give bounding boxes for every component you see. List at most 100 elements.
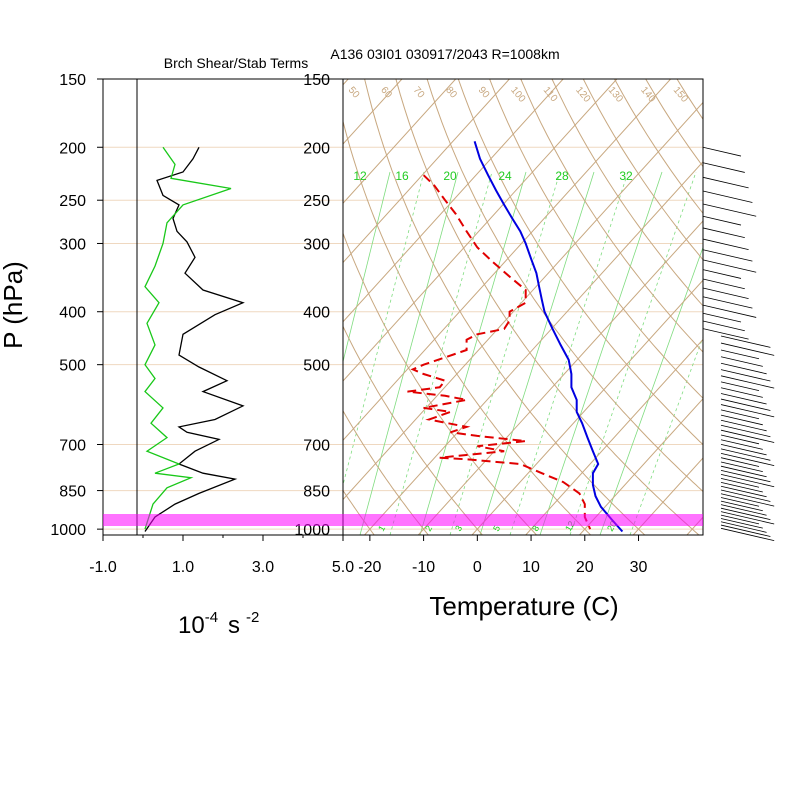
wind-barb — [720, 478, 760, 488]
mixing-ratio-line — [419, 171, 527, 535]
skew-x-tick-label: 30 — [630, 559, 648, 576]
mixing-ratio-label: 20 — [443, 169, 457, 183]
mixing-ratio-low-label: 2 — [423, 524, 434, 533]
skew-x-tick-label: 10 — [522, 559, 540, 576]
isotherm-line — [343, 79, 671, 442]
wind-barb — [702, 249, 753, 262]
skew-x-tick-label: 0 — [473, 559, 482, 576]
wind-barb — [720, 489, 771, 502]
wind-barb — [702, 320, 745, 332]
skew-y-tick-label: 250 — [303, 193, 330, 210]
temperature-profile — [473, 141, 624, 533]
dry-adiabat-label: 90 — [476, 85, 492, 101]
mixing-ratio-low-label: 3 — [453, 524, 464, 533]
xlabel-exponent: -4 — [205, 609, 218, 626]
wind-barb — [720, 362, 767, 375]
isotherm-line — [343, 79, 510, 264]
xlabel-unit-exponent: -2 — [246, 609, 259, 626]
wind-barb — [720, 349, 760, 360]
dry-adiabat-label: 140 — [638, 85, 657, 105]
isotherm-line — [632, 457, 703, 535]
dry-adiabat-line — [520, 79, 703, 353]
stability-term-line — [144, 146, 232, 530]
dry-adiabat-line — [790, 63, 800, 541]
wind-barb — [720, 393, 767, 405]
left-y-tick-label: 250 — [59, 193, 86, 210]
dry-adiabat-line — [343, 409, 429, 535]
dry-adiabat-line — [395, 79, 700, 535]
wind-barb — [720, 524, 771, 537]
mixing-ratio-line — [629, 336, 703, 535]
temperature-axis-label: Temperature (C) — [429, 591, 618, 621]
dry-adiabat-line — [364, 79, 646, 535]
xlabel-base: 10 — [178, 612, 205, 639]
mixing-ratio-low-label: 8 — [530, 524, 541, 533]
dry-adiabat-line — [489, 79, 703, 399]
wind-barb — [720, 369, 771, 382]
dry-adiabat-line — [728, 63, 800, 541]
skew-y-tick-label: 700 — [303, 438, 330, 455]
wind-barb — [702, 215, 742, 226]
left-x-tick-label: 5.0 — [332, 559, 354, 576]
mixing-ratio-line — [343, 171, 425, 487]
mixing-ratio-lines — [343, 171, 703, 535]
wind-barb — [720, 527, 775, 542]
isotherm-line — [417, 220, 703, 535]
dewpoint-profile — [407, 174, 592, 530]
wind-barb — [720, 404, 775, 418]
left-y-tick-label: 700 — [59, 438, 86, 455]
left-x-tick-label: 3.0 — [252, 559, 274, 576]
wind-barb — [702, 328, 749, 340]
skew-y-tick-label: 400 — [303, 305, 330, 322]
mixing-ratio-line — [509, 171, 629, 535]
wind-barb — [720, 518, 763, 529]
shear-stability-panel: -1.0 1.0 3.0 5.0 150 200 250 300 400 500 700 850 10… — [50, 72, 354, 576]
mixing-ratio-label: 32 — [619, 169, 633, 183]
wind-barb — [720, 500, 763, 512]
skew-x-tick-label: -20 — [358, 559, 381, 576]
wind-barb — [720, 481, 763, 493]
mixing-ratio-label: 28 — [555, 169, 569, 183]
wind-barb — [702, 146, 742, 157]
mixing-ratio-label: 12 — [353, 169, 367, 183]
isotherm-line — [343, 79, 618, 382]
dry-adiabat-line — [645, 79, 703, 168]
dry-adiabat-line — [343, 119, 592, 535]
wind-barb — [720, 375, 775, 389]
skew-x-tick-label: -10 — [412, 559, 435, 576]
left-x-tick-label: -1.0 — [89, 559, 117, 576]
mixing-ratio-line — [359, 171, 459, 535]
wind-barb — [702, 176, 749, 189]
skew-x-tick-label: 20 — [576, 559, 594, 576]
y-axis-label: P (hPa) — [0, 261, 28, 349]
wind-barb — [720, 398, 771, 411]
mixing-ratio-line — [539, 171, 663, 535]
dry-adiabat-label: 110 — [541, 85, 560, 105]
skew-y-tick-label: 1000 — [294, 522, 330, 539]
skewt-panel: 50 60 70 80 90 100 110 120 130 140 150 1 2 3 5 8 12 20 1… — [294, 63, 800, 576]
xlabel-unit: s — [228, 612, 240, 639]
wind-barb — [702, 296, 753, 309]
dry-adiabat-line — [457, 79, 703, 446]
dry-adiabat-line — [698, 63, 800, 541]
isotherm-line — [343, 79, 564, 323]
wind-barb — [720, 356, 763, 367]
wind-barb — [720, 507, 771, 521]
figure-title: A136 03I01 030917/2043 R=1008km — [330, 46, 559, 62]
isotherm-line — [471, 279, 703, 535]
svg-text:10-4s-2: 10-4 s -2 — [178, 609, 259, 639]
wind-barb — [720, 381, 760, 392]
skewt-panel-frame — [342, 78, 704, 536]
skew-y-tick-label: 150 — [303, 72, 330, 89]
dry-adiabat-line — [582, 79, 703, 261]
left-y-tick-label: 500 — [59, 358, 86, 375]
wind-barb — [702, 269, 742, 279]
wind-barb — [720, 493, 775, 507]
wind-barb — [720, 474, 775, 488]
wind-barb — [720, 504, 767, 516]
wind-barb — [720, 514, 760, 525]
wind-barb — [702, 203, 757, 217]
isotherm-line — [364, 161, 703, 535]
wind-barb — [702, 238, 749, 251]
